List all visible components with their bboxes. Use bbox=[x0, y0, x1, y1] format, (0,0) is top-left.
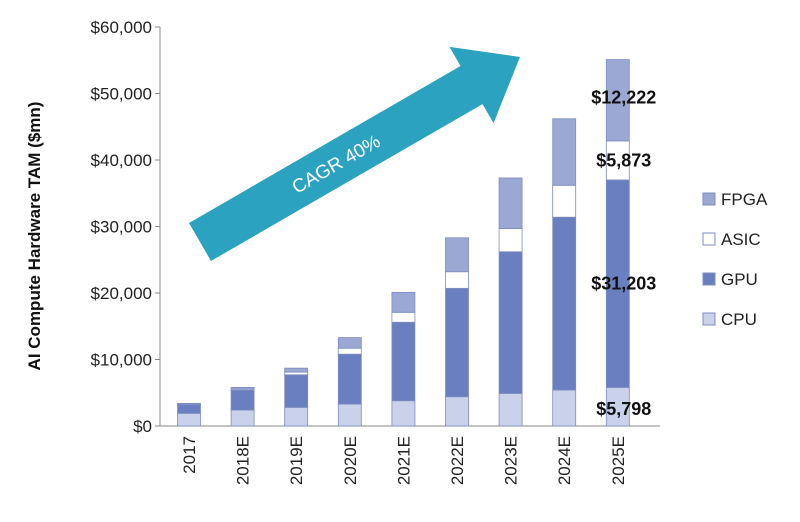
data-labels: $12,222 $5,873 $31,203 $5,798 bbox=[591, 88, 656, 419]
x-axis: 2017 2018E 2019E 2020E 2021E 2022E 2023E 2024E 2… bbox=[180, 436, 628, 485]
legend-swatch-gpu bbox=[702, 272, 716, 286]
bar-segment-asic bbox=[498, 228, 523, 253]
legend-swatch-cpu bbox=[702, 312, 716, 326]
bar-segment-asic bbox=[391, 311, 416, 323]
y-axis: $0 $10,000 $20,000 $30,000 $40,000 $50,000 $60… bbox=[91, 18, 660, 436]
data-label-asic: $5,873 bbox=[596, 150, 651, 170]
y-tick-label: $30,000 bbox=[91, 218, 152, 237]
bar-segment-gpu bbox=[391, 321, 416, 402]
cagr-arrow: CAGR 40% bbox=[189, 46, 520, 262]
x-tick-label: 2018E bbox=[234, 436, 253, 485]
x-tick-label: 2023E bbox=[502, 436, 521, 485]
legend-swatch-asic bbox=[702, 232, 716, 246]
bar-segment-cpu bbox=[552, 389, 577, 427]
cagr-arrow-shape bbox=[189, 46, 520, 262]
bar-segment-cpu bbox=[391, 400, 416, 427]
bar-segment-fpga bbox=[445, 237, 469, 273]
x-tick-label: 2021E bbox=[394, 436, 413, 485]
bar-segment-gpu bbox=[498, 251, 523, 394]
legend-label-asic: ASIC bbox=[721, 230, 761, 249]
legend-label-fpga: FPGA bbox=[721, 190, 768, 209]
bar-segment-fpga bbox=[284, 367, 309, 373]
bar-segment-fpga bbox=[552, 118, 577, 186]
x-tick-label: 2020E bbox=[341, 436, 360, 485]
y-tick-label: $0 bbox=[133, 417, 152, 436]
bar-segment-fpga bbox=[230, 387, 255, 390]
bar-segment-gpu bbox=[337, 353, 362, 405]
x-tick-label: 2017 bbox=[180, 436, 199, 474]
bar-segment-cpu bbox=[230, 409, 255, 427]
data-label-gpu: $31,203 bbox=[591, 274, 656, 294]
bar-segment-fpga bbox=[498, 177, 523, 229]
bar-segment-asic bbox=[552, 184, 577, 218]
legend-label-cpu: CPU bbox=[721, 310, 757, 329]
y-axis-label: AI Compute Hardware TAM ($mn) bbox=[25, 102, 44, 371]
bar-segment-cpu bbox=[284, 406, 309, 427]
x-tick-label: 2022E bbox=[448, 436, 467, 485]
bar-segment-gpu bbox=[284, 374, 309, 408]
bar-segment-fpga bbox=[391, 291, 416, 313]
y-tick-label: $50,000 bbox=[91, 85, 152, 104]
bar-segment-cpu bbox=[498, 393, 523, 427]
y-tick-label: $40,000 bbox=[91, 151, 152, 170]
legend-swatch-fpga bbox=[702, 192, 716, 206]
bar-segment-fpga bbox=[337, 337, 362, 349]
bar-segment-asic bbox=[337, 347, 362, 355]
bar-segment-cpu bbox=[337, 403, 362, 427]
bar-segment-cpu bbox=[177, 412, 201, 427]
bars bbox=[177, 59, 630, 427]
bar-segment-gpu bbox=[230, 389, 255, 411]
bar-segment-gpu bbox=[445, 287, 469, 398]
x-tick-label: 2019E bbox=[287, 436, 306, 485]
y-tick-label: $20,000 bbox=[91, 284, 152, 303]
bar-segment-asic bbox=[445, 271, 469, 289]
data-label-cpu: $5,798 bbox=[596, 399, 651, 419]
data-label-fpga: $12,222 bbox=[591, 88, 656, 108]
y-tick-label: $10,000 bbox=[91, 351, 152, 370]
bar-segment-fpga bbox=[605, 59, 630, 142]
bar-segment-cpu bbox=[445, 396, 469, 427]
x-tick-label: 2024E bbox=[555, 436, 574, 485]
y-tick-label: $60,000 bbox=[91, 18, 152, 37]
legend: FPGA ASIC GPU CPU bbox=[702, 190, 768, 329]
bar-segment-fpga bbox=[177, 402, 201, 405]
bar-segment-gpu bbox=[552, 216, 577, 391]
bar-segment-gpu bbox=[177, 404, 201, 414]
x-tick-label: 2025E bbox=[609, 436, 628, 485]
legend-label-gpu: GPU bbox=[721, 270, 758, 289]
